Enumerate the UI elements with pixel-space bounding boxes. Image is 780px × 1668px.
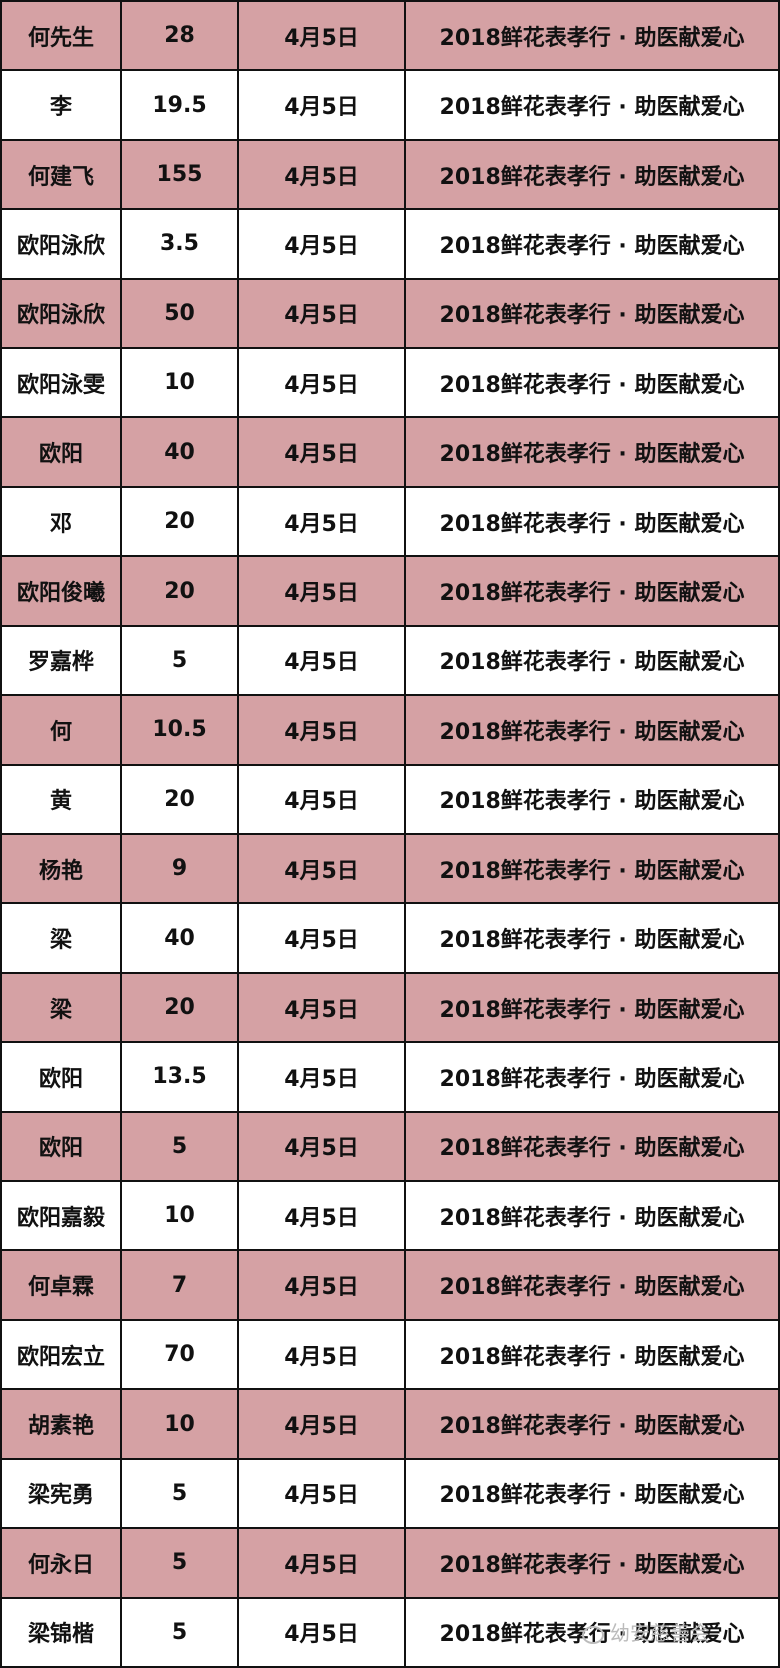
donor-name: 欧阳嘉毅 (2, 1182, 120, 1250)
amount: 10 (122, 349, 237, 417)
purpose: 2018鲜花表孝行 · 助医献爱心 (406, 418, 778, 486)
purpose: 2018鲜花表孝行 · 助医献爱心 (406, 1320, 778, 1389)
purpose: 2018鲜花表孝行 · 助医献爱心 (406, 1251, 778, 1319)
amount: 50 (122, 279, 237, 348)
purpose: 2018鲜花表孝行 · 助医献爱心 (406, 1390, 778, 1458)
purpose: 2018鲜花表孝行 · 助医献爱心 (406, 557, 778, 625)
purpose: 2018鲜花表孝行 · 助医献爱心 (406, 973, 778, 1042)
purpose: 2018鲜花表孝行 · 助医献爱心 (406, 1043, 778, 1111)
donor-name: 欧阳 (2, 1043, 120, 1111)
amount: 10 (122, 1390, 237, 1458)
date: 4月5日 (239, 1043, 404, 1111)
amount: 70 (122, 1320, 237, 1389)
date: 4月5日 (239, 904, 404, 972)
amount: 3.5 (122, 210, 237, 278)
amount: 7 (122, 1251, 237, 1319)
purpose: 2018鲜花表孝行 · 助医献爱心 (406, 904, 778, 972)
donor-name: 梁锦楷 (2, 1598, 120, 1666)
donor-name: 梁 (2, 973, 120, 1042)
purpose: 2018鲜花表孝行 · 助医献爱心 (406, 349, 778, 417)
donor-name: 何 (2, 696, 120, 764)
purpose: 2018鲜花表孝行 · 助医献爱心 (406, 210, 778, 278)
donor-name: 李 (2, 71, 120, 139)
donor-name: 胡素艳 (2, 1390, 120, 1458)
purpose: 2018鲜花表孝行 · 助医献爱心 (406, 279, 778, 348)
date: 4月5日 (239, 2, 404, 70)
donor-name: 梁 (2, 904, 120, 972)
date: 4月5日 (239, 626, 404, 695)
donor-name: 欧阳俊曦 (2, 557, 120, 625)
date: 4月5日 (239, 279, 404, 348)
date: 4月5日 (239, 1182, 404, 1250)
donor-name: 欧阳泳欣 (2, 210, 120, 278)
watermark: 幼安慈善会 (582, 1617, 710, 1646)
amount: 155 (122, 140, 237, 209)
amount: 19.5 (122, 71, 237, 139)
donor-name: 罗嘉桦 (2, 626, 120, 695)
purpose: 2018鲜花表孝行 · 助医献爱心 (406, 1529, 778, 1597)
purpose: 2018鲜花表孝行 · 助医献爱心 (406, 765, 778, 833)
amount: 5 (122, 626, 237, 695)
date: 4月5日 (239, 349, 404, 417)
purpose: 2018鲜花表孝行 · 助医献爱心 (406, 1112, 778, 1181)
date: 4月5日 (239, 1598, 404, 1666)
amount: 5 (122, 1459, 237, 1528)
purpose: 2018鲜花表孝行 · 助医献爱心 (406, 2, 778, 70)
date: 4月5日 (239, 834, 404, 903)
donor-name: 何永日 (2, 1529, 120, 1597)
date: 4月5日 (239, 557, 404, 625)
purpose: 2018鲜花表孝行 · 助医献爱心 (406, 71, 778, 139)
amount: 20 (122, 765, 237, 833)
donor-name: 欧阳宏立 (2, 1320, 120, 1389)
donor-name: 欧阳 (2, 1112, 120, 1181)
donor-name: 黄 (2, 765, 120, 833)
purpose: 2018鲜花表孝行 · 助医献爱心 (406, 1182, 778, 1250)
date: 4月5日 (239, 1112, 404, 1181)
donor-name: 欧阳 (2, 418, 120, 486)
amount: 20 (122, 557, 237, 625)
amount: 5 (122, 1529, 237, 1597)
date: 4月5日 (239, 696, 404, 764)
date: 4月5日 (239, 973, 404, 1042)
date: 4月5日 (239, 140, 404, 209)
amount: 40 (122, 418, 237, 486)
amount: 10 (122, 1182, 237, 1250)
amount: 5 (122, 1598, 237, 1666)
amount: 5 (122, 1112, 237, 1181)
purpose: 2018鲜花表孝行 · 助医献爱心 (406, 696, 778, 764)
amount: 40 (122, 904, 237, 972)
donor-name: 梁宪勇 (2, 1459, 120, 1528)
donor-name: 何先生 (2, 2, 120, 70)
amount: 13.5 (122, 1043, 237, 1111)
date: 4月5日 (239, 1320, 404, 1389)
amount: 20 (122, 973, 237, 1042)
donor-name: 何建飞 (2, 140, 120, 209)
donor-name: 杨艳 (2, 834, 120, 903)
donor-name: 欧阳泳欣 (2, 279, 120, 348)
date: 4月5日 (239, 765, 404, 833)
date: 4月5日 (239, 1459, 404, 1528)
purpose: 2018鲜花表孝行 · 助医献爱心 (406, 140, 778, 209)
date: 4月5日 (239, 71, 404, 139)
amount: 10.5 (122, 696, 237, 764)
amount: 9 (122, 834, 237, 903)
date: 4月5日 (239, 1390, 404, 1458)
donor-name: 邓 (2, 487, 120, 556)
date: 4月5日 (239, 418, 404, 486)
date: 4月5日 (239, 1529, 404, 1597)
donor-name: 何卓霖 (2, 1251, 120, 1319)
amount: 28 (122, 2, 237, 70)
date: 4月5日 (239, 1251, 404, 1319)
purpose: 2018鲜花表孝行 · 助医献爱心 (406, 834, 778, 903)
purpose: 2018鲜花表孝行 · 助医献爱心 (406, 487, 778, 556)
date: 4月5日 (239, 487, 404, 556)
donor-name: 欧阳泳雯 (2, 349, 120, 417)
amount: 20 (122, 487, 237, 556)
date: 4月5日 (239, 210, 404, 278)
purpose: 2018鲜花表孝行 · 助医献爱心 (406, 1459, 778, 1528)
purpose: 2018鲜花表孝行 · 助医献爱心 (406, 626, 778, 695)
